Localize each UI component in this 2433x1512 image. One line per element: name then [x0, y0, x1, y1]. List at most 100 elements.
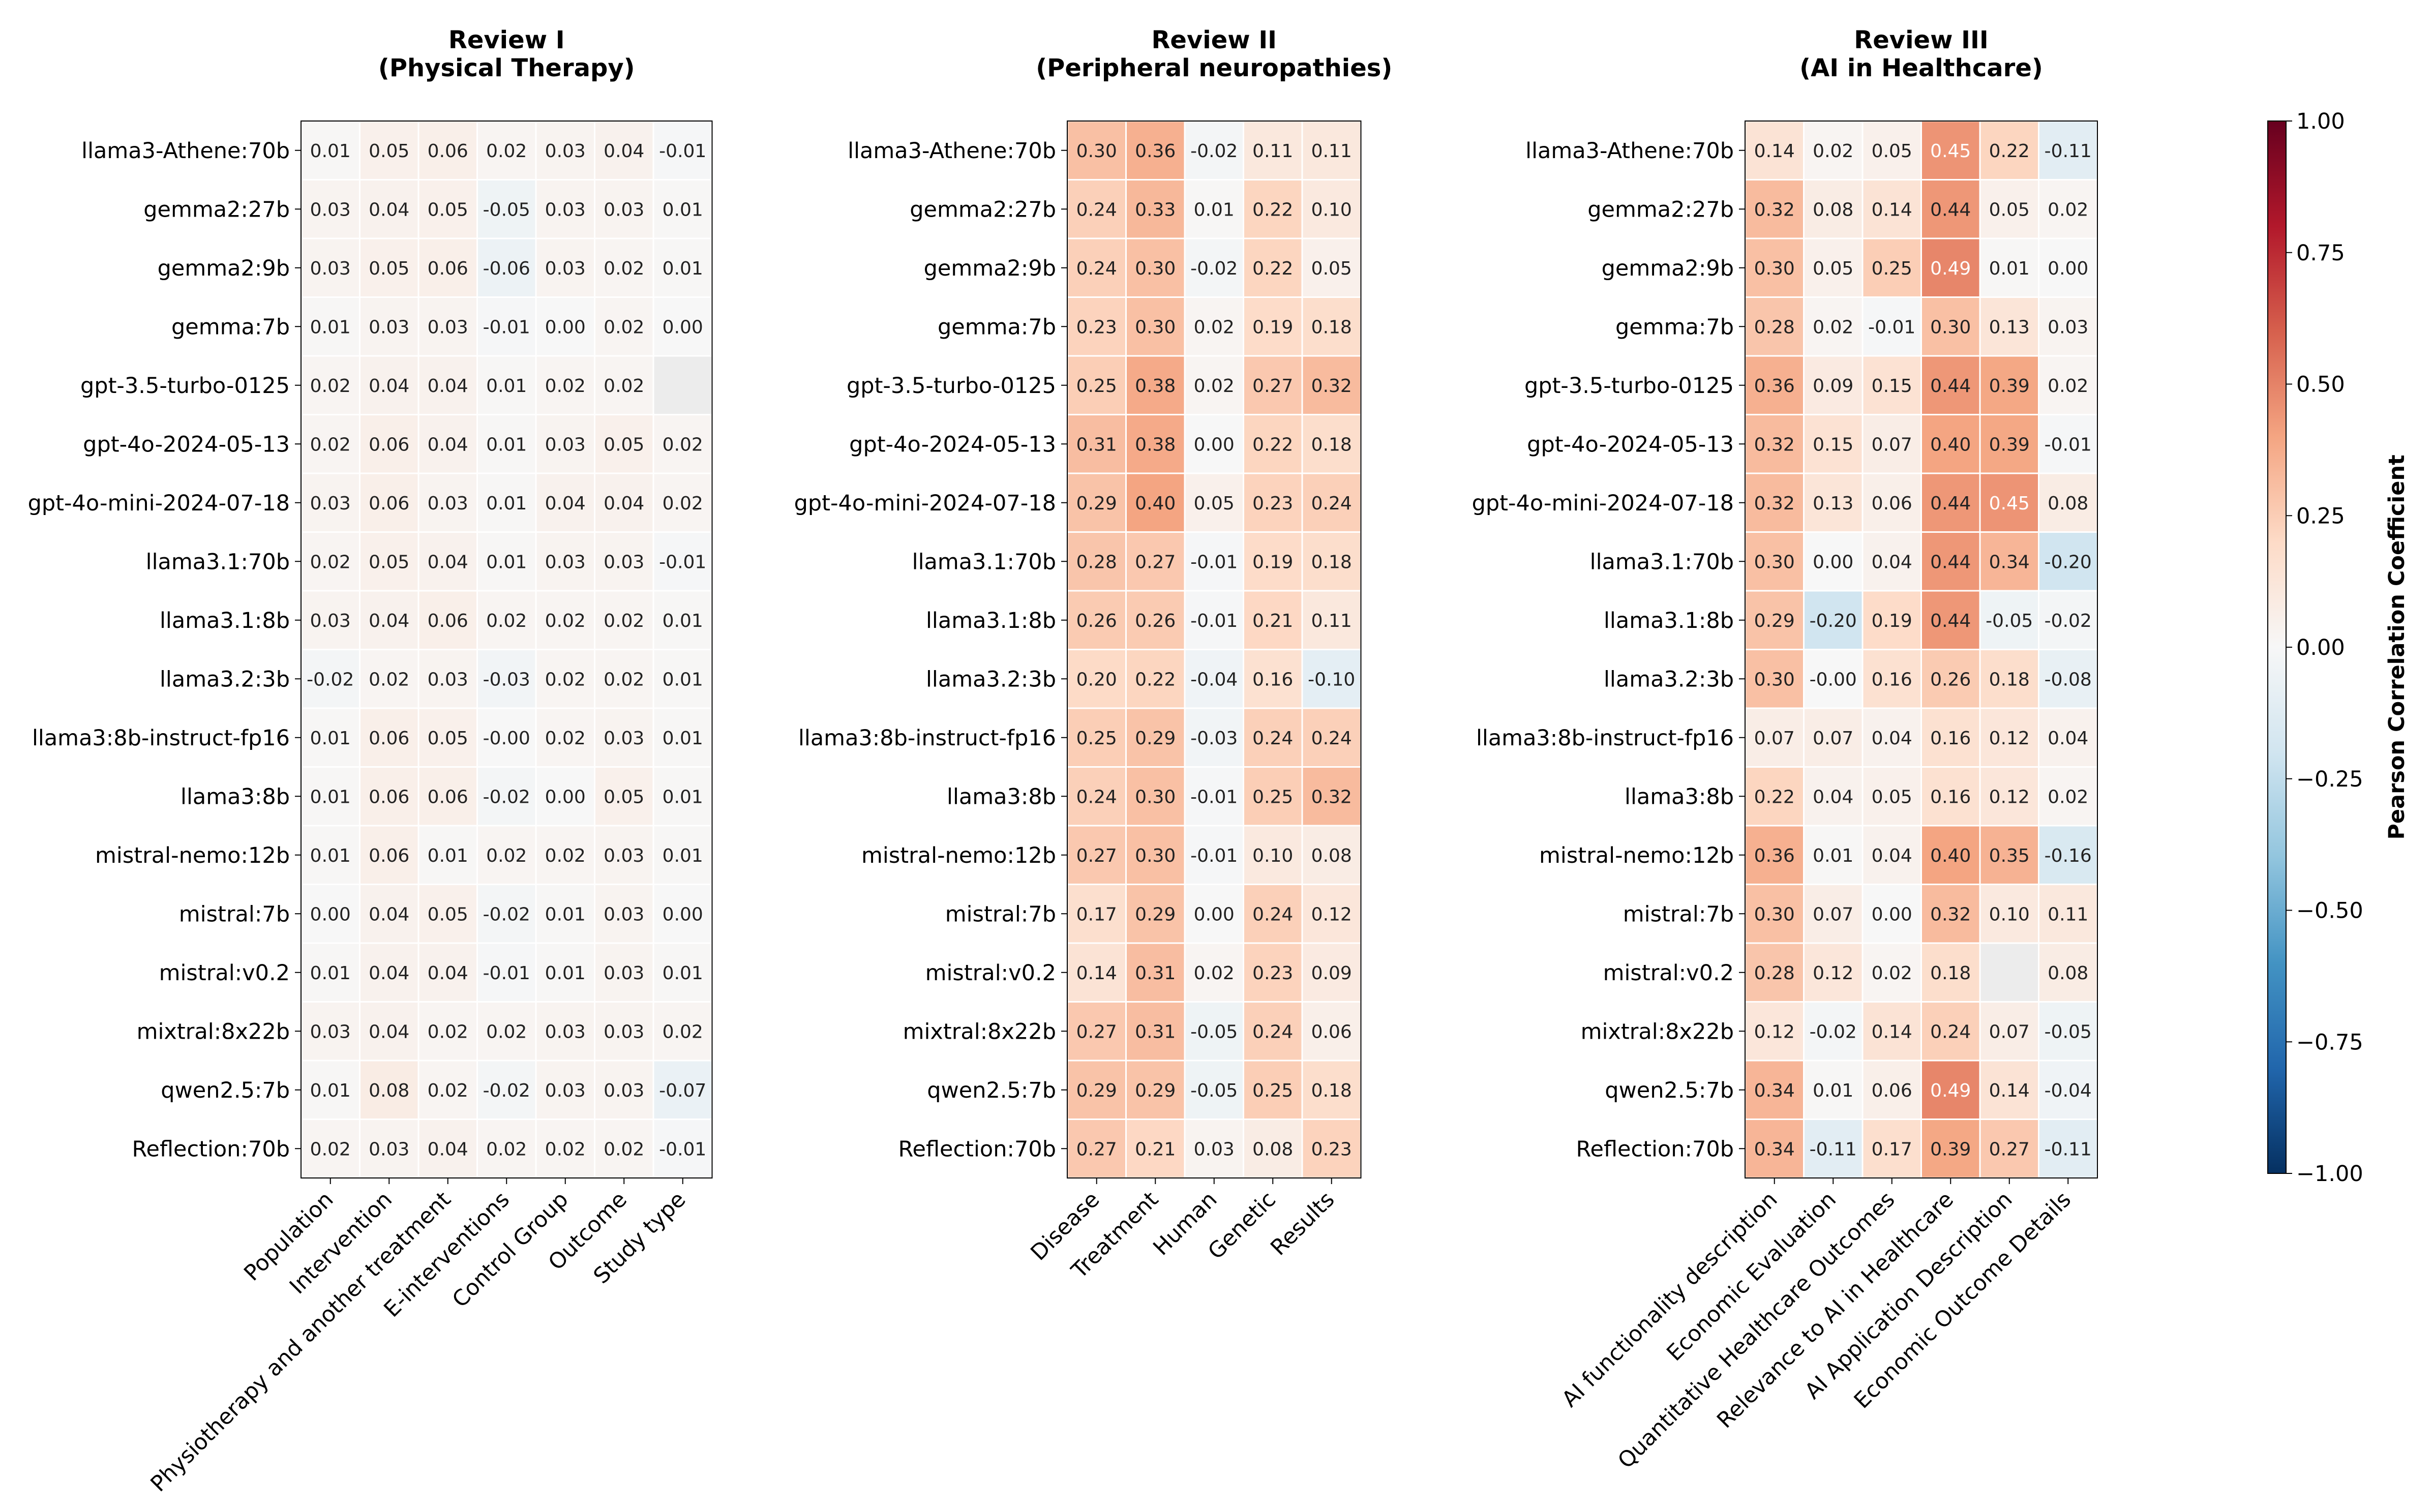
- cell-value-label: 0.02: [604, 258, 644, 279]
- cell-value-label: 0.04: [1813, 787, 1853, 807]
- heatmap-cell: [1066, 1001, 1127, 1062]
- heatmap-cell: [359, 237, 419, 298]
- cell-value-label: 0.01: [310, 317, 351, 338]
- cell-value-label: 0.44: [1930, 611, 1971, 631]
- cell-value-label: 0.03: [369, 317, 409, 338]
- cell-value-label: -0.05: [1190, 1021, 1238, 1042]
- cell-value-label: 0.26: [1135, 611, 1176, 631]
- cell-value-label: 0.40: [1930, 845, 1971, 866]
- heatmap-cell: [417, 707, 478, 768]
- cell-value-label: 0.03: [428, 493, 468, 514]
- heatmap-cell: [1066, 472, 1127, 533]
- heatmap-cell: [1979, 120, 2039, 180]
- cell-value-label: 0.01: [1813, 1080, 1853, 1101]
- heatmap-cell: [1979, 649, 2039, 709]
- cell-value-label: 0.28: [1754, 963, 1795, 984]
- heatmap-cell: [476, 707, 537, 768]
- heatmap-cell: [652, 296, 713, 357]
- cell-value-label: 0.18: [1989, 669, 2030, 690]
- cell-value-label: 0.00: [1194, 434, 1235, 455]
- cell-value-label: 0.19: [1252, 552, 1293, 572]
- cell-value-label: 0.12: [1813, 963, 1853, 984]
- panel-title-line: Review II: [1151, 26, 1277, 54]
- row-label: qwen2.5:7b: [927, 1078, 1056, 1103]
- cell-value-label: 0.04: [369, 376, 409, 397]
- heatmap-cell: [1125, 120, 1186, 180]
- cell-value-label: 0.01: [486, 552, 527, 572]
- cell-value-label: -0.11: [1810, 1139, 1857, 1160]
- cell-value-label: 0.02: [663, 434, 703, 455]
- cell-value-label: 0.01: [545, 963, 586, 984]
- cell-value-label: 0.01: [545, 904, 586, 925]
- colorbar-label: Pearson Correlation Coefficient: [2384, 455, 2410, 839]
- heatmap-cell: [1979, 472, 2039, 533]
- cell-value-label: 0.02: [604, 1139, 644, 1160]
- cell-value-label: 0.30: [1754, 669, 1795, 690]
- cell-value-label: 0.30: [1135, 845, 1176, 866]
- cell-value-label: 0.16: [1252, 669, 1293, 690]
- heatmap-cell: [1979, 1118, 2039, 1179]
- row-label: llama3.1:70b: [146, 549, 290, 574]
- heatmap-cell: [2038, 472, 2098, 533]
- cell-value-label: 0.44: [1930, 552, 1971, 572]
- cell-value-label: 0.39: [1930, 1139, 1971, 1160]
- cell-value-label: 0.00: [545, 787, 586, 807]
- heatmap-cell: [1301, 472, 1362, 533]
- cell-value-label: 0.29: [1135, 728, 1176, 749]
- heatmap-cell: [359, 649, 419, 709]
- cell-value-label: -0.08: [2045, 669, 2092, 690]
- cell-value-label: 0.02: [428, 1021, 468, 1042]
- cell-value-label: 0.02: [604, 317, 644, 338]
- cell-value-label: 0.32: [1311, 376, 1352, 397]
- cell-value-label: 0.01: [1989, 258, 2030, 279]
- row-label: llama3:8b: [947, 784, 1056, 809]
- cell-value-label: 0.23: [1252, 963, 1293, 984]
- cell-value-label: 0.22: [1754, 787, 1795, 807]
- heatmap-cell: [535, 942, 595, 1003]
- heatmap-cell: [1803, 884, 1864, 944]
- heatmap-cell: [594, 531, 654, 592]
- heatmap-cell: [1066, 531, 1127, 592]
- heatmap-cell: [535, 237, 595, 298]
- heatmap-panel-1: Review I(Physical Therapy) 0.01 0.05 0.06 0.…: [28, 26, 713, 1497]
- cell-value-label: -0.05: [1986, 611, 2033, 631]
- cell-value-label: 0.29: [1076, 1080, 1117, 1101]
- heatmap-cell: [300, 942, 361, 1003]
- heatmap-cell: [2038, 766, 2098, 827]
- row-label: llama3-Athene:70b: [848, 138, 1056, 164]
- heatmap-cell: [2038, 1001, 2098, 1062]
- heatmap-cell: [535, 649, 595, 709]
- cell-value-label: 0.22: [1989, 141, 2030, 162]
- heatmap-cell: [1184, 1001, 1244, 1062]
- heatmap-cell: [1243, 1060, 1303, 1120]
- cell-value-label: 0.03: [545, 552, 586, 572]
- row-label: gpt-3.5-turbo-0125: [80, 373, 290, 399]
- cell-value-label: 0.12: [1754, 1021, 1795, 1042]
- heatmap-cell: [300, 825, 361, 885]
- cell-value-label: 0.12: [1989, 787, 2030, 807]
- heatmap-panel-3: Review III(AI in Healthcare) 0.14 0.02 0.05…: [1472, 26, 2098, 1474]
- heatmap-cell: [1184, 766, 1244, 827]
- heatmap-cell: [594, 766, 654, 827]
- heatmap-cell: [1803, 472, 1864, 533]
- cell-value-label: 0.29: [1076, 493, 1117, 514]
- cell-value-label: 0.27: [1252, 376, 1293, 397]
- cell-value-label: 0.11: [2048, 904, 2088, 925]
- cell-value-label: 0.01: [310, 728, 351, 749]
- cell-value-label: 0.02: [428, 1080, 468, 1101]
- heatmap-cell: [1125, 766, 1186, 827]
- cell-value-label: 0.03: [604, 199, 644, 220]
- heatmap-cell: [535, 766, 595, 827]
- cell-value-label: 0.06: [428, 787, 468, 807]
- cell-value-label: 0.03: [310, 493, 351, 514]
- cell-value-label: 0.36: [1754, 376, 1795, 397]
- cell-value-label: 0.05: [1194, 493, 1235, 514]
- cell-value-label: 0.25: [1076, 376, 1117, 397]
- heatmap-cell: [1803, 296, 1864, 357]
- cell-value-label: 0.10: [1989, 904, 2030, 925]
- heatmap-cell: [1803, 237, 1864, 298]
- cell-value-label: 0.27: [1135, 552, 1176, 572]
- heatmap-cell: [652, 179, 713, 239]
- heatmap-cell: [1243, 942, 1303, 1003]
- cell-value-label: 0.02: [2048, 376, 2088, 397]
